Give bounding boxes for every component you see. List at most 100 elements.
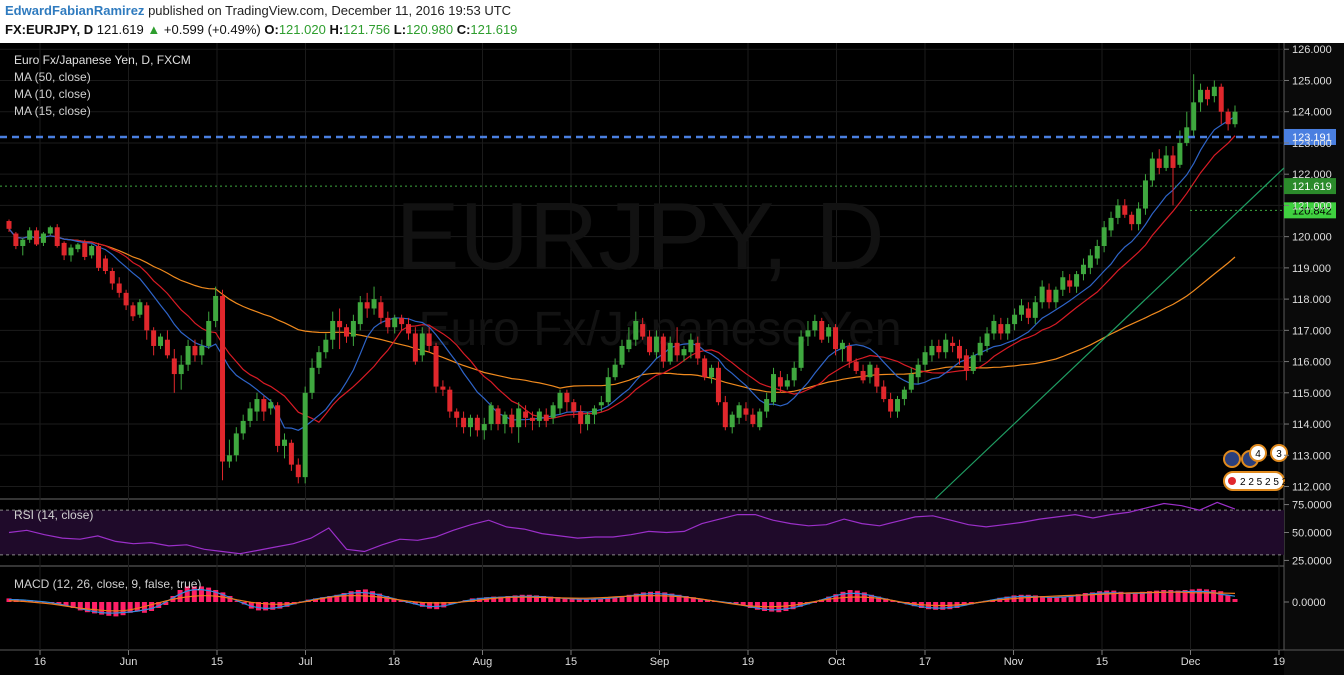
candle-body <box>963 355 969 371</box>
macd-histogram-bar <box>1118 591 1124 602</box>
support-price-label-box <box>1284 202 1336 219</box>
candle-body <box>405 324 411 334</box>
macd-histogram-bar <box>662 592 668 602</box>
macd-histogram-bar <box>669 593 675 602</box>
macd-histogram-bar <box>156 602 162 608</box>
event-markers[interactable]: 4 3 2 2 5 2 5 2 <box>1223 444 1288 491</box>
candle-body <box>1108 217 1114 231</box>
candle-body <box>385 317 391 328</box>
candle-body <box>454 411 460 418</box>
macd-histogram-bar <box>327 596 333 602</box>
candle-body <box>1170 155 1176 168</box>
candle-body <box>164 339 170 356</box>
macd-histogram-bar <box>441 602 447 608</box>
macd-histogram-bar <box>277 602 283 609</box>
candle-body <box>295 464 301 478</box>
candle-body <box>750 414 756 425</box>
chart-header: EdwardFabianRamirez published on Trading… <box>0 0 1344 44</box>
event-marker-icon <box>1228 477 1236 485</box>
candle-body <box>1191 102 1197 131</box>
macd-histogram-bar <box>1154 590 1160 602</box>
macd-histogram-bar <box>227 596 233 602</box>
candle-body <box>40 233 46 243</box>
open-label: O: <box>264 22 279 37</box>
macd-histogram-bar <box>747 602 753 608</box>
price-axis-label: 114.000 <box>1292 419 1331 431</box>
candle-body <box>96 246 102 268</box>
candle-body <box>109 271 115 284</box>
macd-histogram-bar <box>1225 595 1231 602</box>
price-axis-label: 119.000 <box>1292 263 1331 275</box>
candle-body <box>240 420 246 434</box>
candle-body <box>722 402 728 428</box>
price-axis[interactable]: 112.000 113.000 114.000 115.000 116.000 117.0… <box>1284 44 1332 494</box>
candle-body <box>350 320 356 337</box>
macd-histogram-bar <box>576 599 582 602</box>
symbol-label: FX:EURJPY, D <box>5 22 94 37</box>
candle-body <box>529 417 535 421</box>
candle-body <box>1149 158 1155 181</box>
time-axis[interactable]: 16 Jun 15 Jul 18 Aug 15 Sep 19 Oct 17 Nov 15 Dec 19 <box>34 650 1285 668</box>
candle-body <box>330 320 336 340</box>
event-marker-icon[interactable] <box>1223 450 1241 468</box>
price-axis-label: 120.000 <box>1292 232 1332 244</box>
event-marker-counts: 2 2 5 2 5 2 <box>1240 477 1288 488</box>
candle-body <box>936 345 942 353</box>
candle-body <box>688 339 694 353</box>
macd-histogram-bar <box>854 590 860 602</box>
time-axis-label: 19 <box>742 656 754 668</box>
macd-histogram-bar <box>341 593 347 602</box>
last-price: 121.619 <box>96 22 144 37</box>
candle-body <box>784 380 790 387</box>
candle-body <box>736 405 742 418</box>
last-price-label-box <box>1284 178 1336 195</box>
macd-histogram-bar <box>1132 592 1138 602</box>
rsi-line <box>8 501 1236 555</box>
candle-body <box>268 402 274 409</box>
author-link[interactable]: EdwardFabianRamirez <box>5 3 145 18</box>
support-price-label: 120.842 <box>1292 205 1332 217</box>
price-levels: 123.191 121.619 120.842 <box>0 128 1336 500</box>
macd-histogram-bar <box>1189 589 1195 602</box>
macd-histogram-bar <box>184 586 190 602</box>
candle-body <box>6 221 12 229</box>
high-value: 121.756 <box>343 22 391 37</box>
candle-body <box>357 302 363 325</box>
event-marker-icon[interactable] <box>1270 444 1288 462</box>
candle-body <box>915 364 921 378</box>
candle-body <box>591 408 597 415</box>
candle-body <box>564 392 570 403</box>
macd-histogram-bar <box>1218 591 1224 602</box>
macd-histogram-bar <box>569 598 575 602</box>
event-marker-icon[interactable] <box>1249 444 1267 462</box>
watermark-symbol: EURJPY, D <box>395 183 884 290</box>
candle-body <box>27 230 33 240</box>
candle-body <box>1232 111 1238 125</box>
candle-body <box>888 399 894 412</box>
candle-body <box>54 227 60 247</box>
candle-body <box>991 320 997 334</box>
macd-histogram-bar <box>541 596 547 602</box>
candle-body <box>550 405 556 418</box>
candle-body <box>116 283 122 293</box>
candle-body <box>695 342 701 359</box>
candle-body <box>1129 214 1135 225</box>
macd-histogram-bar <box>705 600 711 602</box>
macd-histogram-bar <box>63 602 69 606</box>
chart-canvas[interactable]: EURJPY, D Euro Fx/Japanese Yen 123.19112… <box>0 43 1344 675</box>
event-marker-group[interactable] <box>1223 471 1285 491</box>
candle-body <box>1142 180 1148 209</box>
candle-body <box>578 411 584 425</box>
macd-histogram-bar <box>427 602 433 609</box>
time-axis-label: Sep <box>650 656 670 668</box>
candle-body <box>709 367 715 378</box>
macd-histogram-bar <box>1111 590 1117 602</box>
candle-body <box>605 377 611 403</box>
macd-histogram-bar <box>1040 596 1046 602</box>
macd-histogram-bar <box>1196 588 1202 602</box>
candle-body <box>1184 127 1190 143</box>
macd-histogram-bar <box>883 598 889 602</box>
candle-body <box>192 345 198 356</box>
candle-body <box>433 345 439 387</box>
publish-line: EdwardFabianRamirez published on Trading… <box>5 3 511 18</box>
